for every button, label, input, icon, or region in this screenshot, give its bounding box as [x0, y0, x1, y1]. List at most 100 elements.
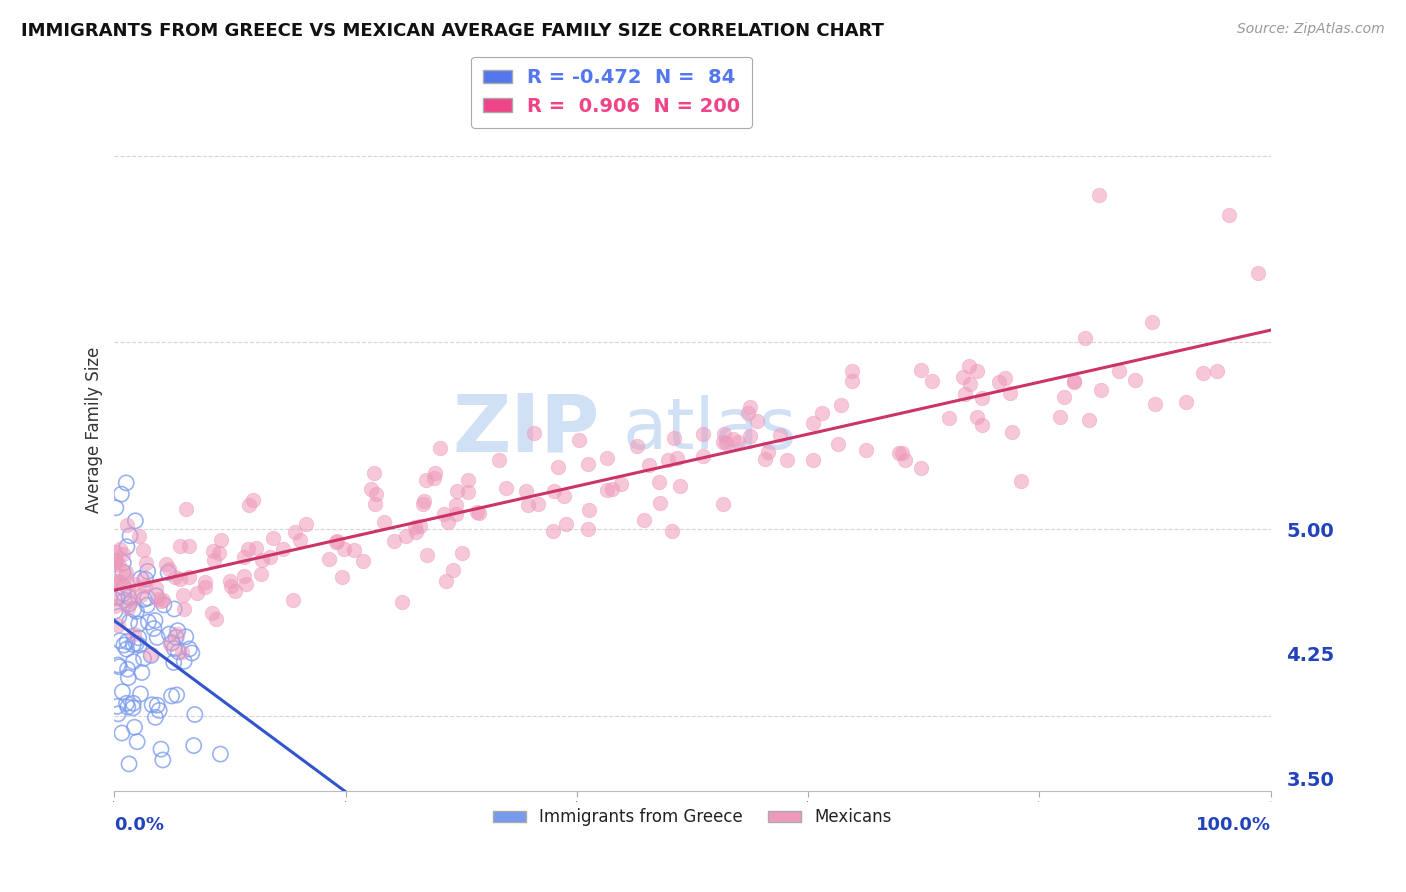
Point	[107, 574, 129, 588]
Point	[104, 557, 127, 571]
Point	[970, 391, 993, 405]
Point	[754, 452, 776, 467]
Point	[184, 707, 207, 722]
Point	[174, 630, 197, 644]
Text: Source: ZipAtlas.com: Source: ZipAtlas.com	[1237, 22, 1385, 37]
Point	[830, 398, 852, 412]
Point	[108, 659, 131, 673]
Point	[128, 616, 150, 631]
Point	[555, 516, 578, 531]
Text: atlas: atlas	[623, 395, 797, 464]
Point	[666, 450, 689, 465]
Point	[657, 453, 679, 467]
Point	[122, 602, 145, 616]
Point	[443, 564, 465, 578]
Point	[112, 556, 135, 570]
Point	[136, 591, 159, 605]
Point	[1143, 397, 1166, 411]
Point	[444, 507, 467, 521]
Point	[661, 524, 683, 538]
Point	[756, 445, 779, 459]
Point	[284, 524, 307, 539]
Point	[145, 589, 167, 603]
Point	[1049, 409, 1071, 424]
Point	[887, 446, 910, 460]
Point	[405, 524, 427, 539]
Point	[124, 514, 146, 528]
Point	[121, 594, 143, 608]
Point	[662, 431, 685, 445]
Point	[737, 406, 759, 420]
Point	[138, 615, 160, 629]
Point	[1001, 425, 1024, 440]
Point	[122, 576, 145, 591]
Point	[132, 572, 155, 586]
Point	[273, 541, 295, 556]
Point	[118, 756, 141, 771]
Point	[134, 592, 156, 607]
Point	[233, 569, 256, 583]
Point	[115, 517, 138, 532]
Point	[122, 696, 145, 710]
Point	[363, 467, 385, 481]
Point	[1108, 364, 1130, 378]
Point	[108, 609, 131, 624]
Point	[108, 633, 131, 648]
Point	[236, 541, 259, 556]
Point	[204, 553, 226, 567]
Point	[131, 665, 153, 680]
Point	[596, 483, 619, 497]
Point	[650, 496, 672, 510]
Point	[118, 529, 141, 543]
Point	[1218, 209, 1240, 223]
Point	[167, 645, 190, 659]
Text: 0.0%: 0.0%	[114, 815, 165, 834]
Point	[692, 449, 714, 463]
Point	[112, 581, 135, 595]
Point	[112, 593, 135, 607]
Point	[105, 591, 128, 605]
Point	[769, 428, 792, 442]
Point	[186, 586, 208, 600]
Point	[553, 489, 575, 503]
Point	[232, 549, 254, 564]
Point	[1088, 187, 1111, 202]
Point	[727, 435, 749, 450]
Point	[118, 615, 141, 629]
Point	[141, 648, 163, 663]
Point	[117, 662, 139, 676]
Point	[115, 697, 138, 711]
Point	[146, 631, 169, 645]
Point	[145, 582, 167, 596]
Point	[451, 546, 474, 560]
Point	[543, 483, 565, 498]
Point	[122, 627, 145, 641]
Point	[425, 467, 447, 481]
Point	[910, 362, 932, 376]
Point	[224, 583, 246, 598]
Point	[201, 606, 224, 620]
Point	[179, 641, 201, 656]
Point	[150, 594, 173, 608]
Point	[160, 689, 183, 703]
Point	[111, 565, 134, 579]
Point	[747, 414, 769, 428]
Point	[202, 544, 225, 558]
Point	[429, 442, 451, 456]
Point	[692, 427, 714, 442]
Point	[495, 481, 517, 495]
Point	[527, 497, 550, 511]
Point	[1206, 364, 1229, 378]
Legend: Immigrants from Greece, Mexicans: Immigrants from Greece, Mexicans	[486, 802, 898, 833]
Point	[112, 587, 135, 601]
Point	[118, 597, 141, 611]
Point	[1078, 413, 1101, 427]
Point	[711, 435, 734, 450]
Point	[738, 429, 761, 443]
Point	[364, 487, 387, 501]
Point	[108, 575, 131, 590]
Point	[110, 487, 132, 501]
Point	[112, 547, 135, 561]
Point	[105, 553, 128, 567]
Y-axis label: Average Family Size: Average Family Size	[86, 346, 103, 513]
